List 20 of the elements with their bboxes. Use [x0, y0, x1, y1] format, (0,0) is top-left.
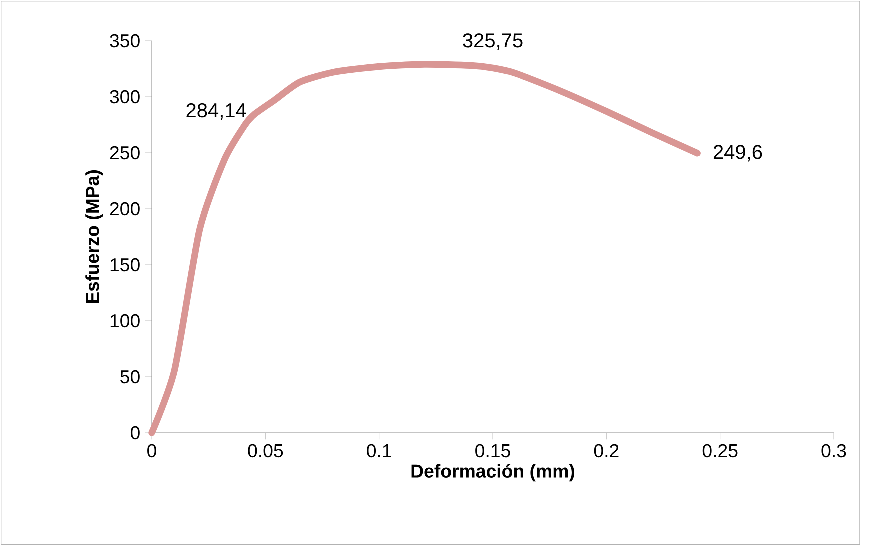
y-tick-label: 200	[110, 202, 140, 216]
data-label: 284,14	[186, 103, 246, 120]
y-tick-label: 100	[110, 314, 140, 328]
x-tick-label: 0.05	[248, 444, 284, 458]
x-tick-label: 0.2	[594, 444, 619, 458]
y-tick-label: 350	[110, 34, 140, 48]
y-tick-label: 150	[110, 258, 140, 272]
y-tick-label: 0	[130, 426, 140, 440]
y-tick-label: 300	[110, 90, 140, 104]
y-tick-label: 250	[110, 146, 140, 160]
y-tick-label: 50	[120, 370, 140, 384]
x-tick-label: 0.1	[367, 444, 392, 458]
x-tick-label: 0.25	[702, 444, 738, 458]
y-axis-title: Esfuerzo (MPa)	[86, 170, 103, 304]
data-label: 325,75	[463, 34, 523, 50]
x-axis-title: Deformación (mm)	[412, 464, 574, 482]
x-tick-label: 0.15	[476, 444, 510, 458]
x-tick-label: 0.3	[822, 444, 846, 458]
x-tick-label: 0	[148, 444, 156, 458]
data-label: 249,6	[714, 145, 762, 162]
